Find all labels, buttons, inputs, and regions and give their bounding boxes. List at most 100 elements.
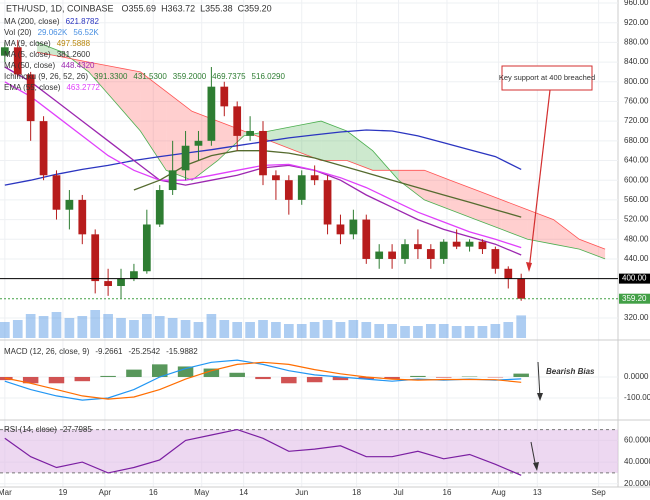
y-tick-label: 320.00	[624, 313, 649, 322]
x-tick-label: Apr	[99, 488, 112, 497]
legend-label: RSI (14, close)	[4, 425, 57, 434]
volume-bar	[206, 314, 217, 338]
candle-body	[130, 271, 138, 279]
y-tick-label: 480.00	[624, 234, 649, 243]
histogram-bar	[410, 375, 426, 377]
candle-body	[504, 268, 513, 279]
legend-value: -15.9882	[166, 347, 198, 356]
ichimoku-cloud	[501, 199, 528, 240]
candle-body	[388, 251, 396, 259]
span-a-line	[36, 42, 606, 260]
candle-body	[272, 175, 280, 181]
candle-body	[284, 180, 293, 200]
y-tick-label: 720.00	[624, 116, 649, 125]
histogram-bar	[48, 376, 65, 384]
candle-body	[91, 234, 100, 282]
candle-body	[426, 249, 435, 259]
ichimoku-cloud	[140, 71, 167, 171]
y-tick-label: 560.00	[624, 195, 649, 204]
histogram-bar	[281, 376, 297, 384]
legend-label: MA (50, close)	[4, 61, 55, 70]
x-tick-label: Jun	[295, 488, 308, 497]
legend-value: 497.5888	[57, 39, 91, 48]
candle-body	[233, 106, 242, 136]
candle-body	[104, 281, 112, 287]
candle-body	[259, 130, 267, 176]
volume-bar	[451, 326, 462, 338]
volume-bar	[425, 324, 436, 338]
candle-body	[39, 121, 48, 176]
volume-bar	[180, 320, 191, 338]
candle-body	[297, 175, 306, 200]
candle-body	[207, 86, 216, 141]
volume-bar	[413, 326, 423, 338]
y-tick-label: 600.00	[624, 175, 649, 184]
x-tick-label: Aug	[491, 488, 505, 497]
ohlc-label: C359.20	[238, 3, 272, 13]
legend-value: 56.52K	[73, 28, 99, 37]
histogram-bar	[126, 369, 142, 377]
volume-bar	[271, 322, 281, 338]
volume-bar	[219, 320, 230, 338]
legend-value: 431.5300	[133, 72, 167, 81]
legend-value: 469.7375	[212, 72, 246, 81]
candle-body	[362, 219, 371, 259]
candle-body	[168, 170, 177, 191]
candle-body	[491, 249, 500, 269]
ichimoku-cloud	[321, 121, 347, 161]
volume-bar	[103, 314, 113, 338]
histogram-bar	[203, 368, 220, 377]
y-tick-label: 60.0000	[624, 436, 650, 445]
legend-value: 463.2772	[66, 83, 100, 92]
chart-title: ETH/USD, 1D, COINBASE	[6, 3, 114, 13]
x-tick-label: 16	[149, 488, 158, 497]
candle-body	[439, 241, 448, 259]
ichimoku-cloud	[527, 209, 554, 245]
volume-bar	[25, 314, 36, 338]
y-tick-label: 0.0000	[624, 372, 649, 381]
annotation-arrow	[528, 89, 551, 271]
histogram-bar	[384, 376, 400, 380]
candle-body	[142, 224, 151, 272]
y-tick-label: 20.0000	[624, 479, 650, 488]
annotation-box	[501, 65, 593, 91]
volume-bar	[116, 318, 126, 338]
histogram-bar	[151, 364, 168, 377]
legend-value: 359.2000	[173, 72, 207, 81]
annotation-arrow	[537, 361, 541, 399]
volume-bar	[232, 322, 243, 338]
legend-value: 29.062K	[38, 28, 68, 37]
candle-body	[65, 199, 74, 210]
candle-body	[465, 241, 474, 247]
x-tick-label: 14	[239, 488, 248, 497]
volume-bar	[245, 322, 255, 338]
volume-bar	[516, 315, 527, 338]
volume-bar	[477, 326, 488, 338]
rsi-line	[4, 428, 522, 476]
y-tick-label: 880.00	[624, 37, 649, 46]
volume-bar	[77, 316, 88, 338]
arrow-head	[537, 393, 543, 401]
histogram-bar	[22, 376, 39, 384]
histogram-bar	[358, 376, 375, 380]
legend-label: MA (9, close)	[4, 39, 51, 48]
legend-label: EMA (55, close)	[4, 83, 61, 92]
legend-value: 391.3300	[94, 72, 128, 81]
arrow-head	[533, 462, 539, 471]
candle-body	[310, 175, 319, 181]
x-tick-label: Sep	[592, 488, 607, 497]
y-tick-label: 840.00	[624, 57, 649, 66]
ichimoku-cloud	[424, 170, 451, 210]
legend-label: Vol (20)	[4, 28, 32, 37]
candle-body	[181, 145, 190, 171]
level-label-box	[619, 293, 650, 304]
x-tick-label: 19	[58, 488, 67, 497]
histogram-bar	[255, 376, 271, 380]
histogram-bar	[435, 376, 452, 378]
histogram-bar	[177, 366, 194, 377]
volume-bar	[361, 322, 372, 338]
y-tick-label: 800.00	[624, 77, 649, 86]
y-tick-label: -100.0000	[624, 393, 650, 402]
legend-value: -25.2542	[129, 347, 161, 356]
legend-label: Ichimoku (9, 26, 52, 26)	[4, 72, 88, 81]
